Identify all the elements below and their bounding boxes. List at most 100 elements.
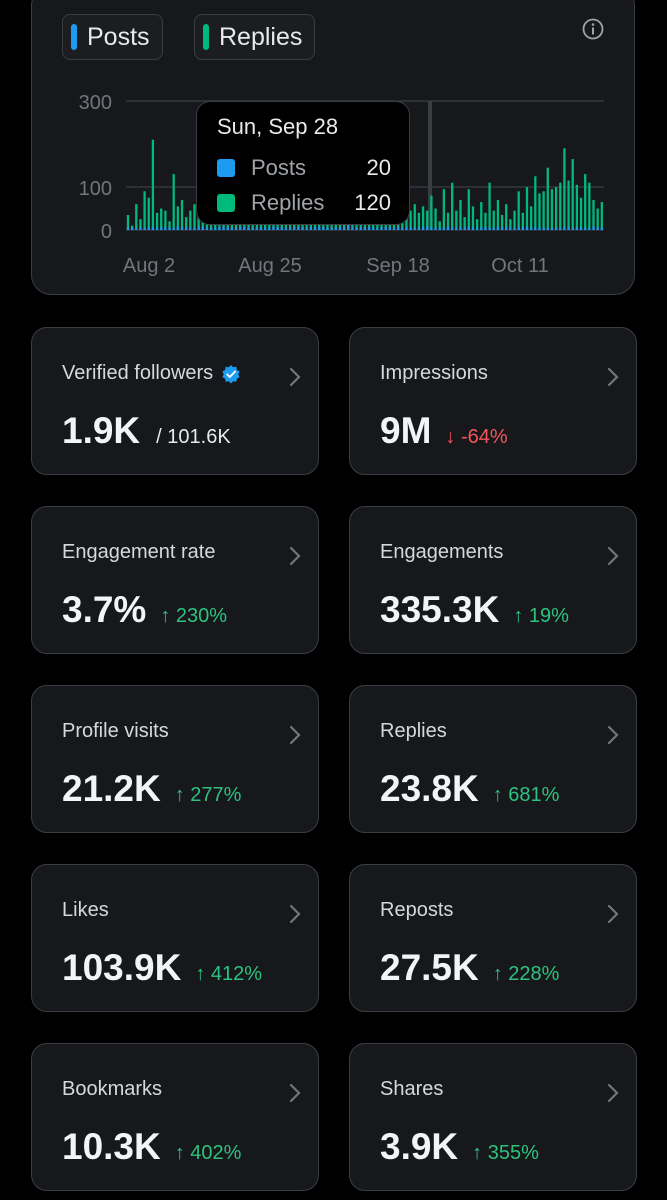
bar-replies [596,208,599,230]
stat-value: 103.9K [62,947,182,988]
bar-posts [417,227,421,230]
stat-label: Verified followers [62,362,241,385]
bar-posts [172,227,175,230]
bar-replies [592,199,595,230]
stat-label: Replies [380,720,447,742]
stat-card-replies[interactable]: Replies 23.8K ↑ 681% [349,685,637,833]
bar-replies [164,210,167,230]
bar-posts [222,226,225,230]
bar-replies [446,212,450,230]
bar-replies [413,204,416,230]
bar-posts [471,227,475,230]
chevron-right-icon [607,725,619,745]
bar-posts [388,227,391,230]
stat-card-shares[interactable]: Shares 3.9K ↑ 355% [349,1043,637,1191]
stat-value: 9M [380,410,432,451]
bar-posts [446,226,450,230]
legend-replies-label: Replies [219,22,303,51]
bar-posts [330,227,333,230]
bar-posts [488,227,491,230]
bar-replies [193,204,196,230]
bar-posts [571,227,574,230]
bar-posts [538,227,541,230]
legend-posts-label: Posts [87,22,150,51]
stat-card-verified-followers[interactable]: Verified followers 1.9K / 101.6K [31,327,319,475]
legend-posts-toggle[interactable]: Posts [62,14,163,60]
bar-posts [442,226,446,230]
stat-card-profile-visits[interactable]: Profile visits 21.2K ↑ 277% [31,685,319,833]
tooltip-row-posts: Posts 20 [217,150,391,185]
stat-label: Reposts [380,899,454,921]
stat-value: 335.3K [380,589,500,630]
bar-replies [517,191,520,230]
bar-posts [567,226,570,230]
bar-replies [155,212,159,230]
bar-posts [397,226,400,230]
stat-value-row: 3.7% ↑ 230% [62,589,227,631]
stat-card-reposts[interactable]: Reposts 27.5K ↑ 228% [349,864,637,1012]
bar-posts [509,227,512,230]
bar-posts [367,226,371,230]
bar-replies [579,197,583,230]
bar-posts [592,226,595,230]
bar-posts [554,226,558,230]
chevron-right-icon [607,1083,619,1103]
bar-posts [351,227,354,230]
stat-change: ↑ 402% [174,1142,242,1164]
bar-replies [168,221,171,230]
bar-posts [189,227,192,230]
bar-replies [160,208,163,230]
stat-card-bookmarks[interactable]: Bookmarks 10.3K ↑ 402% [31,1043,319,1191]
bar-replies [139,219,142,230]
bar-posts [480,227,483,230]
stat-card-engagements[interactable]: Engagements 335.3K ↑ 19% [349,506,637,654]
legend-replies-toggle[interactable]: Replies [194,14,316,60]
bar-posts [363,227,367,230]
stat-change: ↑ 681% [492,784,560,806]
bar-posts [322,226,325,230]
bar-replies [575,184,579,230]
stat-total: / 101.6K [156,426,231,448]
tooltip-row-replies: Replies 120 [217,185,391,220]
posts-swatch [71,24,77,50]
bar-posts [243,226,246,230]
bar-replies [546,167,549,230]
bar-replies [430,195,433,230]
stat-label: Likes [62,899,109,921]
stat-value-row: 27.5K ↑ 228% [380,947,559,989]
x-tick-label: Sep 18 [366,255,429,277]
stat-card-engagement-rate[interactable]: Engagement rate 3.7% ↑ 230% [31,506,319,654]
bar-posts [392,227,396,230]
bar-posts [139,226,142,230]
bar-replies [484,212,487,230]
chevron-right-icon [289,367,301,387]
bar-replies [135,204,138,230]
tooltip-replies-value: 120 [354,189,391,215]
bar-posts [550,228,554,230]
bar-posts [579,226,583,230]
stat-card-impressions[interactable]: Impressions 9M ↓ -64% [349,327,637,475]
bar-replies [409,210,412,230]
y-tick-label: 300 [79,92,112,114]
bar-replies [505,204,508,230]
bar-posts [135,228,138,230]
bar-posts [305,227,308,230]
bar-posts [309,226,313,230]
stat-label: Shares [380,1078,444,1100]
info-icon[interactable] [582,18,604,40]
bar-posts [126,227,130,230]
bar-posts [259,226,263,230]
stat-value-row: 9M ↓ -64% [380,410,508,452]
bar-posts [496,226,500,230]
stat-label: Engagements [380,541,504,563]
stat-card-likes[interactable]: Likes 103.9K ↑ 412% [31,864,319,1012]
stat-value: 21.2K [62,768,161,809]
chart-tooltip: Sun, Sep 28 Posts 20 Replies 120 [196,101,410,225]
bar-replies [126,214,130,230]
bar-posts [421,226,425,230]
bar-posts [467,226,470,230]
bar-posts [155,227,159,230]
bar-posts [230,227,234,230]
stat-change: ↑ 277% [174,784,242,806]
y-tick-label: 0 [101,221,112,243]
